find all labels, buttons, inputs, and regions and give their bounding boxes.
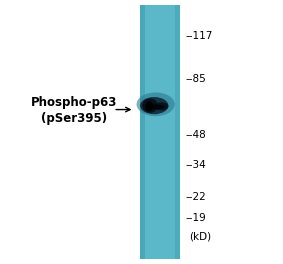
Text: --22: --22 [185,192,206,202]
Bar [140,5,145,259]
Ellipse shape [137,92,175,116]
Text: Phospho-p63: Phospho-p63 [30,96,117,110]
Ellipse shape [147,105,164,109]
Bar [140,5,180,259]
Ellipse shape [140,97,168,114]
Text: --85: --85 [185,74,206,84]
Ellipse shape [145,101,153,111]
Bar [175,5,180,259]
Text: --117: --117 [185,31,213,41]
Text: (kD): (kD) [190,231,212,241]
Text: --48: --48 [185,130,206,140]
Ellipse shape [154,102,168,110]
Text: (pSer395): (pSer395) [40,112,107,125]
Text: --34: --34 [185,160,206,170]
Ellipse shape [142,98,158,113]
Text: --19: --19 [185,213,206,223]
